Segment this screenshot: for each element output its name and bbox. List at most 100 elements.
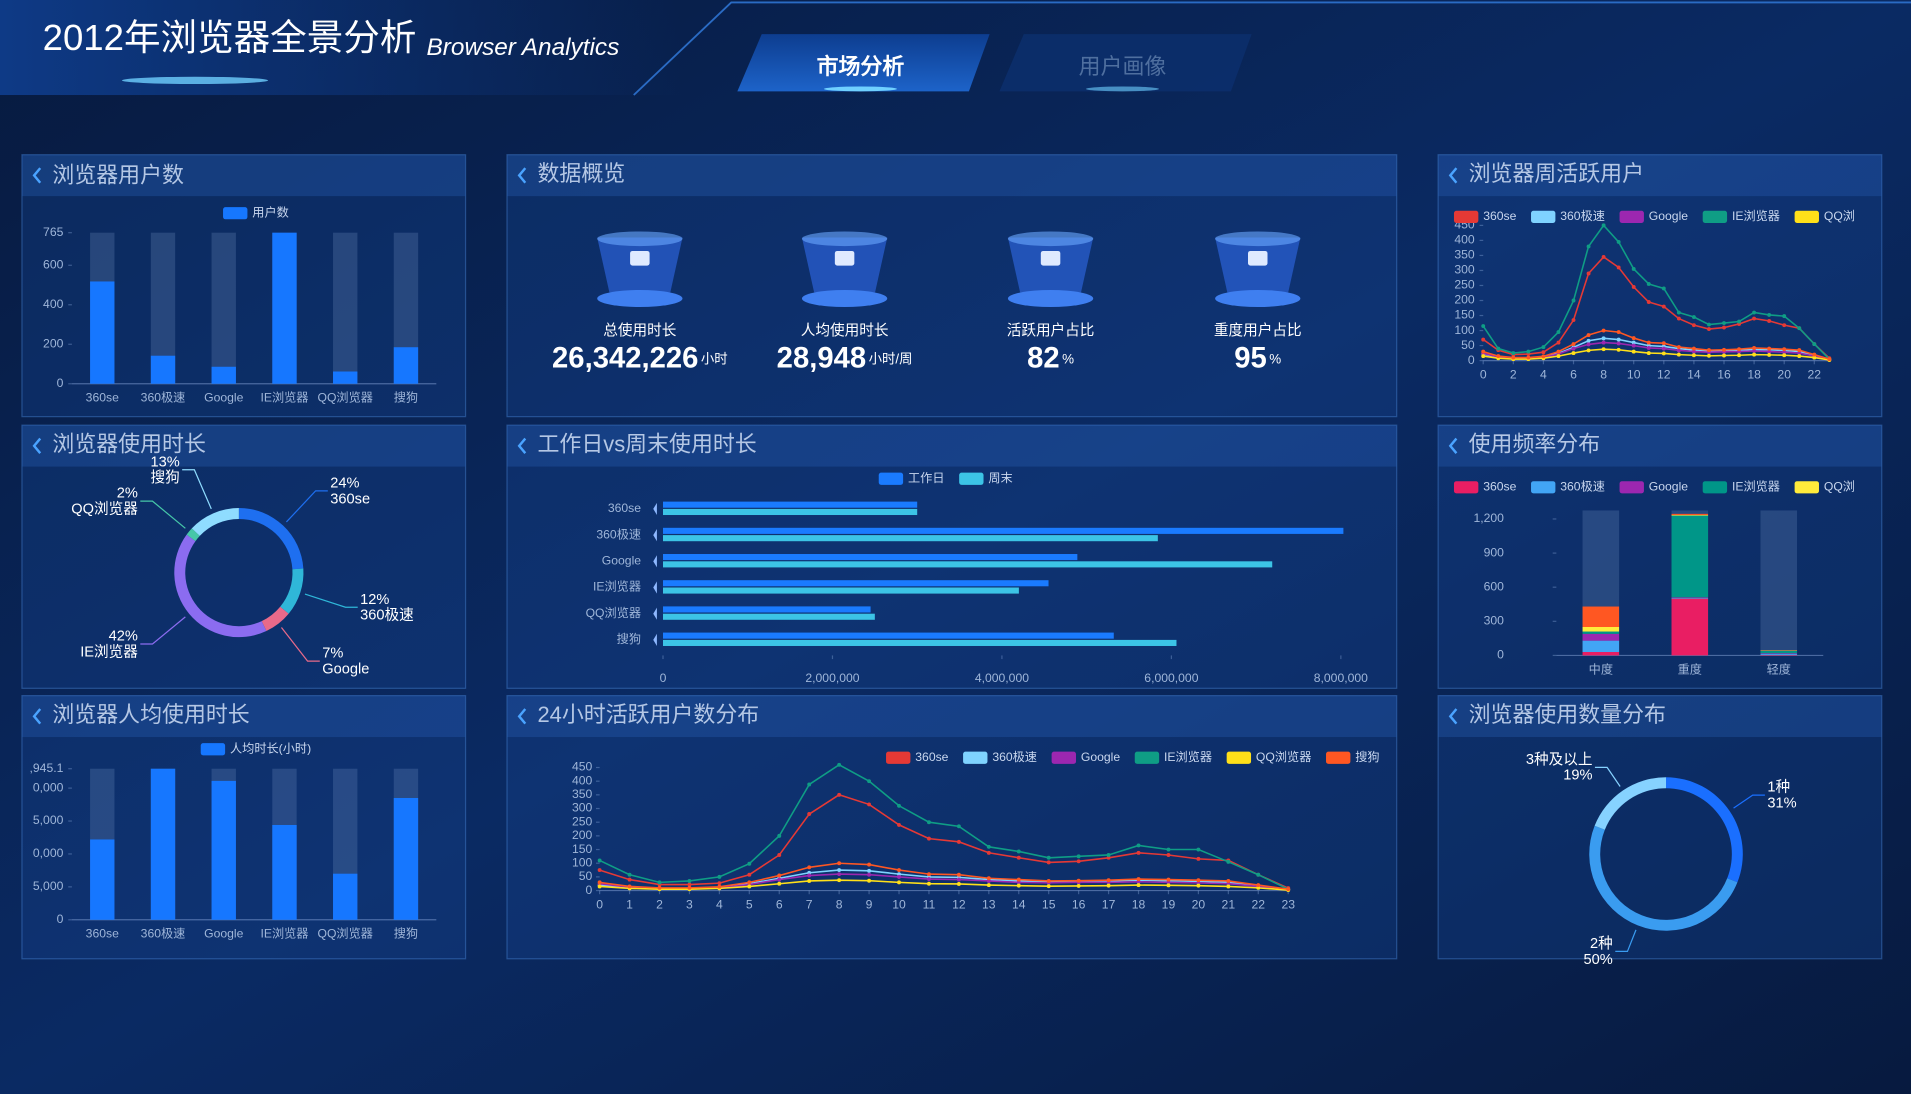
header-subtitle: Browser Analytics (427, 34, 620, 61)
bar-background (333, 232, 358, 384)
panel-header (507, 154, 1397, 197)
slice-name: 1种 (1767, 779, 1790, 796)
pie-slice (1594, 777, 1667, 830)
panel-title: 数据概览 (537, 161, 625, 186)
line (599, 862, 1289, 890)
header-band (0, 0, 683, 96)
point (1496, 354, 1501, 359)
legend-swatch (878, 472, 904, 485)
point (1797, 348, 1802, 353)
x-tick-label: 轻度 (1767, 661, 1791, 676)
point (1661, 304, 1666, 309)
point (1661, 351, 1666, 356)
y-tick-label: 5,000 (33, 813, 64, 827)
tab-label[interactable]: 用户画像 (1079, 54, 1167, 79)
y-tick-label: 0 (586, 883, 593, 897)
point (867, 802, 872, 807)
legend-label: IE浏览器 (1732, 479, 1780, 494)
point (1136, 879, 1141, 884)
x-tick-label: 0 (596, 897, 603, 911)
slice-name: 360极速 (360, 607, 414, 624)
point (1707, 348, 1711, 353)
pie-slice (261, 606, 289, 632)
point (1571, 346, 1576, 351)
y-tick-label: 150 (572, 842, 593, 856)
tab[interactable] (999, 34, 1252, 92)
slice-value: 50% (1584, 952, 1613, 968)
point (1631, 340, 1636, 345)
x-tick-label: 4,000,000 (975, 671, 1029, 685)
point (1046, 884, 1051, 889)
point (1631, 349, 1636, 354)
icon-glow (1007, 231, 1094, 247)
point (1646, 300, 1651, 304)
icon-symbol (630, 250, 650, 266)
overview-unit: 小时/周 (869, 351, 913, 366)
point (1166, 883, 1171, 888)
point (1496, 346, 1501, 351)
y-tick-label: 600 (1484, 579, 1505, 593)
overview-value: 95% (1234, 342, 1281, 374)
point (1616, 330, 1621, 335)
row-marker (653, 581, 657, 594)
legend-label: Google (1649, 480, 1688, 494)
legend-swatch (1051, 751, 1076, 764)
point (1797, 351, 1802, 356)
point (1571, 342, 1576, 347)
point (1511, 351, 1516, 356)
bar-background (1760, 510, 1798, 656)
x-tick-label: 22 (1808, 367, 1822, 381)
overview-number: 82 (1027, 342, 1060, 374)
point (1601, 340, 1606, 345)
x-tick-label: 22 (1252, 897, 1266, 911)
leader-line (140, 616, 186, 645)
line (1483, 348, 1830, 361)
legend-swatch (886, 751, 911, 764)
point (1752, 316, 1757, 321)
point (807, 865, 812, 870)
leader-line (1615, 929, 1637, 953)
point (1196, 878, 1201, 883)
leader-line (1733, 794, 1765, 809)
y-tick-label: 400 (572, 773, 593, 787)
point (986, 883, 991, 888)
line (599, 793, 1289, 889)
x-tick-label: 16 (1072, 897, 1086, 911)
point (1226, 879, 1231, 883)
icon-symbol (1040, 250, 1061, 266)
tab-label[interactable]: 市场分析 (817, 54, 905, 79)
leader-line (1594, 766, 1621, 787)
point (1526, 355, 1531, 360)
point (1767, 346, 1772, 351)
panel (1437, 695, 1883, 960)
point (1226, 881, 1231, 886)
point (807, 782, 812, 787)
chevron (1448, 437, 1458, 454)
slice-value: 2% (117, 486, 138, 502)
x-tick-label: 10 (892, 897, 906, 911)
x-tick-label: QQ浏览器 (317, 926, 372, 941)
bar (333, 371, 358, 384)
point (1631, 343, 1636, 348)
slice-value: 42% (109, 629, 138, 645)
point (1166, 880, 1171, 885)
point (1782, 323, 1787, 328)
point (1737, 347, 1742, 352)
bar (211, 780, 236, 920)
x-tick-label: IE浏览器 (260, 390, 308, 405)
point (837, 792, 842, 797)
panel-title: 浏览器周活跃用户 (1469, 161, 1644, 186)
legend-swatch (1619, 481, 1644, 494)
legend-swatch (959, 472, 984, 485)
bar (1760, 653, 1798, 655)
line (599, 879, 1289, 891)
slice-name: 搜狗 (150, 469, 179, 486)
point (1571, 351, 1576, 356)
legend-label: IE浏览器 (1164, 749, 1212, 764)
x-tick-label: 0 (660, 671, 667, 685)
x-tick-label: Google (204, 391, 243, 405)
x-tick-label: 11 (923, 897, 936, 911)
tab[interactable] (737, 34, 990, 92)
pie-slice (238, 508, 304, 570)
bar (1582, 626, 1620, 632)
